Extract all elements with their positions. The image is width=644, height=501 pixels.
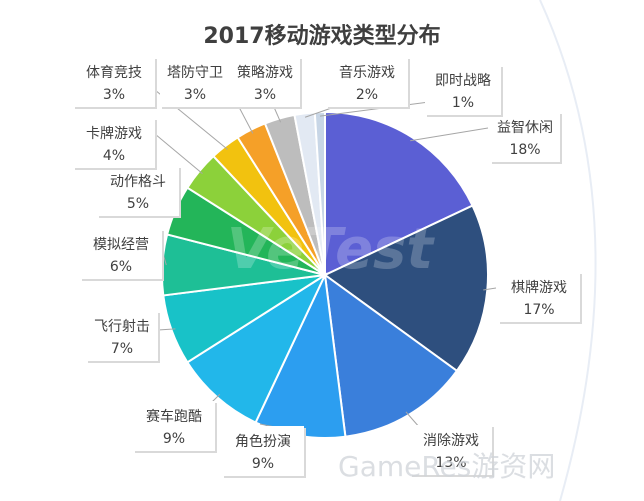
slice-labels: 益智休闲 18% 棋牌游戏 17% 消除游戏 13% 角色扮演 9% 赛车跑酷 9% 飞行射击 7% 模…	[73, 57, 582, 478]
slice-value-label: 3%	[254, 87, 276, 103]
label-box-background	[160, 57, 230, 107]
label-box-background	[326, 57, 408, 107]
slice-category-label: 棋牌游戏	[511, 279, 567, 296]
slice-category-label: 卡牌游戏	[86, 125, 142, 142]
label-box-background	[73, 118, 155, 168]
label-box-background	[230, 57, 300, 107]
watermark-gameres: GameRes游资网	[338, 450, 555, 483]
slice-value-label: 5%	[127, 196, 149, 212]
slice-category-label: 飞行射击	[94, 319, 150, 335]
slice-value-label: 1%	[452, 95, 474, 111]
slice-value-label: 6%	[110, 259, 132, 275]
label-box-background	[133, 401, 215, 451]
slice-label-box-10: 体育竞技 3%	[73, 57, 157, 109]
pie-slices	[161, 110, 490, 439]
label-box-background	[222, 426, 304, 476]
slice-category-label: 消除游戏	[423, 433, 479, 449]
slice-category-label: 赛车跑酷	[146, 408, 202, 425]
label-box-background	[80, 229, 162, 279]
label-box-background	[410, 425, 492, 475]
slice-category-label: 即时战略	[435, 73, 491, 89]
slice-category-label: 模拟经营	[93, 237, 149, 253]
label-box-background	[86, 311, 158, 361]
slice-label-box-7: 模拟经营 6%	[80, 229, 164, 281]
slice-value-label: 2%	[356, 87, 378, 103]
pie-slice-2	[323, 204, 490, 373]
leader-line-9	[154, 133, 203, 175]
slice-value-label: 3%	[103, 87, 125, 103]
pie-slice-3	[323, 272, 459, 438]
slice-label-box-12: 策略游戏 3%	[230, 57, 302, 109]
label-box-background	[425, 65, 501, 115]
slice-label-box-2: 棋牌游戏 17%	[498, 272, 582, 324]
slice-value-label: 9%	[252, 456, 274, 472]
slice-value-label: 13%	[435, 455, 466, 471]
slice-value-label: 9%	[163, 431, 185, 447]
background-curve	[539, 0, 597, 501]
slice-category-label: 策略游戏	[237, 64, 293, 81]
slice-category-label: 音乐游戏	[339, 64, 395, 81]
label-box-background	[97, 166, 179, 216]
slice-label-box-11: 塔防守卫 3%	[160, 57, 232, 109]
slice-label-box-8: 动作格斗 5%	[97, 166, 181, 218]
label-box-background	[490, 112, 560, 162]
leader-line-5	[211, 393, 221, 403]
slice-category-label: 体育竞技	[86, 64, 142, 81]
label-box-background	[498, 272, 580, 322]
slice-value-label: 7%	[111, 341, 133, 357]
leader-line-2	[483, 287, 497, 291]
slice-category-label: 动作格斗	[110, 174, 166, 190]
slice-label-box-1: 益智休闲 18%	[490, 112, 562, 164]
leader-line-6	[157, 328, 176, 331]
slice-label-box-5: 赛车跑酷 9%	[133, 401, 217, 453]
slice-category-label: 益智休闲	[497, 120, 553, 136]
label-box-background	[73, 57, 155, 107]
slice-label-box-14: 即时战略 1%	[425, 65, 503, 117]
slice-value-label: 17%	[523, 302, 554, 318]
watermark-vetest: VeTest	[227, 217, 436, 282]
slice-label-box-9: 卡牌游戏 4%	[73, 118, 157, 170]
slice-value-label: 4%	[103, 148, 125, 164]
leader-line-1	[410, 127, 489, 142]
chart-title: 2017移动游戏类型分布	[203, 23, 440, 49]
slice-label-box-4: 角色扮演 9%	[222, 426, 306, 478]
slice-value-label: 18%	[509, 142, 540, 158]
slice-value-label: 3%	[184, 87, 206, 103]
slice-category-label: 塔防守卫	[167, 65, 223, 81]
slice-category-label: 角色扮演	[235, 433, 291, 450]
slice-label-box-3: 消除游戏 13%	[410, 425, 494, 477]
slice-label-box-13: 音乐游戏 2%	[326, 57, 410, 109]
slice-label-box-6: 飞行射击 7%	[86, 311, 160, 363]
